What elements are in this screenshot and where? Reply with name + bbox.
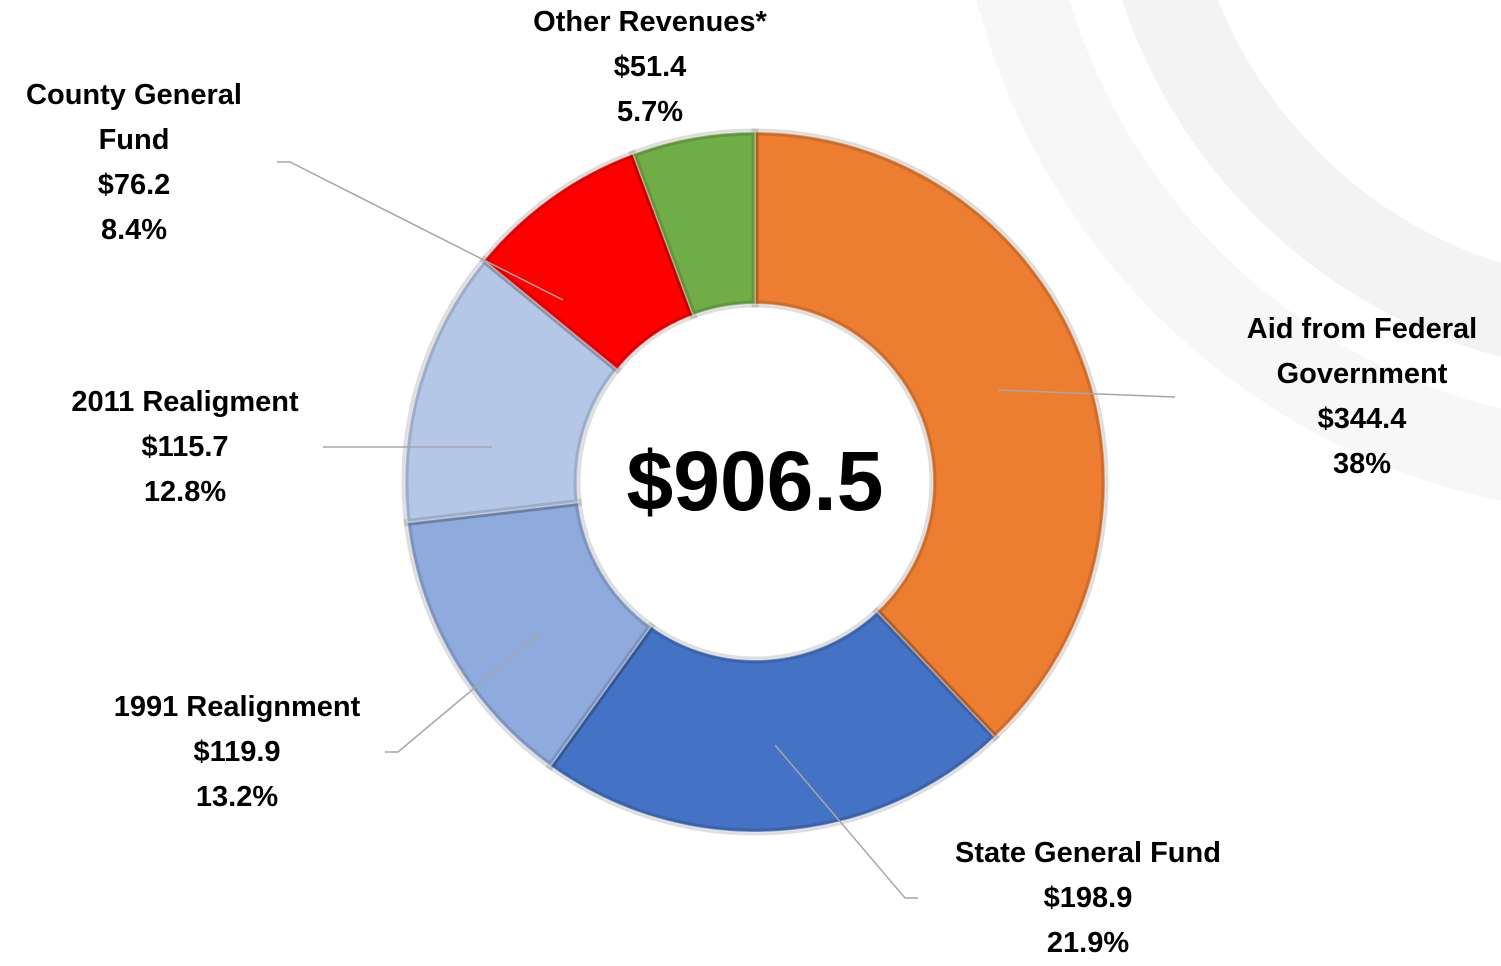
slice-separator	[404, 259, 619, 524]
value-label: $198.9	[1043, 882, 1133, 914]
percent-label: 21.9%	[1046, 927, 1130, 959]
slice-separator	[406, 501, 653, 768]
percent-label: 12.8%	[143, 476, 227, 508]
slice	[479, 149, 698, 375]
value-label: $76.2	[97, 169, 171, 201]
category-label: Other Revenues*	[533, 6, 767, 38]
category-label: State General Fund	[955, 837, 1221, 869]
slice-separator	[549, 610, 996, 833]
data-label: Aid from Federal Government $344.4 38%	[1222, 307, 1501, 487]
category-label: County General Fund	[26, 79, 242, 156]
data-label: 2011 Realigment $115.7 12.8%	[35, 380, 335, 515]
leader-line	[277, 161, 564, 301]
slice	[545, 606, 1000, 836]
percent-label: 38%	[1332, 448, 1392, 480]
category-label: 2011 Realigment	[71, 386, 299, 418]
percent-label: 8.4%	[100, 214, 168, 246]
value-label: $119.9	[193, 736, 281, 768]
leader-line	[997, 389, 1176, 398]
data-label: State General Fund $198.9 21.9%	[928, 831, 1248, 966]
value-label: $344.4	[1317, 403, 1407, 435]
slice-separator	[483, 153, 694, 371]
leader-line	[774, 744, 918, 899]
slice-separator	[631, 131, 756, 317]
slice	[401, 255, 623, 527]
category-label: Aid from Federal Government	[1246, 313, 1478, 390]
slice-separator	[754, 131, 1106, 739]
slice	[628, 128, 759, 320]
percent-label: 5.7%	[616, 96, 684, 128]
category-label: 1991 Realignment	[113, 691, 361, 723]
slice	[751, 128, 1109, 742]
percent-label: 13.2%	[195, 781, 279, 813]
leader-line	[385, 632, 541, 753]
total-label: $906.5	[627, 434, 884, 528]
slice	[403, 498, 656, 771]
data-label: Other Revenues* $51.4 5.7%	[490, 0, 810, 135]
value-label: $115.7	[141, 431, 229, 463]
data-label: County General Fund $76.2 8.4%	[7, 73, 262, 253]
value-label: $51.4	[613, 51, 687, 83]
data-label: 1991 Realignment $119.9 13.2%	[77, 685, 397, 820]
